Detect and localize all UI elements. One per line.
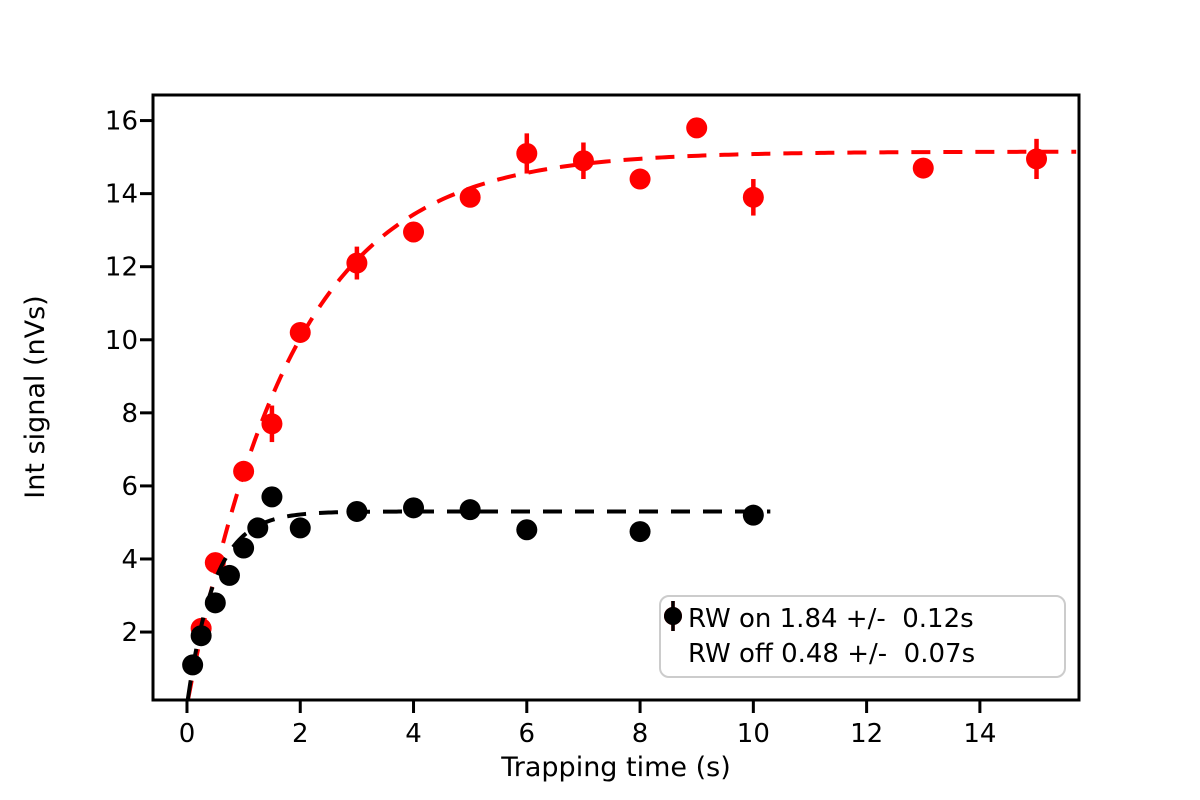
rw-off-data-point [182,654,204,676]
y-axis-label: Int signal (nVs) [20,295,51,498]
legend-label-rw-off: RW off 0.48 +/- 0.07s [688,639,976,669]
rw-on-data-point [686,117,708,139]
errorbar-marker-icon [664,601,682,631]
rw-off-data-point [247,517,269,539]
y-tick-label: 14 [105,180,138,210]
rw-off-data-point [629,521,651,543]
rw-on-data-point [261,413,283,435]
rw-off-data-point [459,499,481,521]
rw-on-data-point [572,150,594,172]
x-tick-label: 2 [292,719,309,749]
rw-off-data-point [403,497,425,519]
rw-off-data-point [218,564,240,586]
rw-off-data-point [289,517,311,539]
x-tick-label: 0 [179,719,196,749]
rw-on-data-point [629,168,651,190]
rw-on-data-point [289,321,311,343]
y-tick-label: 16 [105,107,138,137]
rw-on-data-point [346,252,368,274]
y-tick-label: 10 [105,326,138,356]
rw-off-data-point [516,519,538,541]
y-tick-label: 6 [121,472,138,502]
rw-on-data-point [516,142,538,164]
legend: RW on 1.84 +/- 0.12s RW off 0.48 +/- 0.0… [659,595,1066,678]
rw-off-data-point [346,500,368,522]
rw-on-data-point [1026,148,1048,170]
rw-off-data-point [190,625,212,647]
x-axis-label: Trapping time (s) [500,752,731,783]
x-tick-label: 4 [405,719,422,749]
rw-on-fit-line [186,149,1077,700]
y-tick-label: 4 [121,545,138,575]
rw-on-data-point [912,157,934,179]
legend-item-rw-on: RW on 1.84 +/- 0.12s [664,601,1064,634]
rw-on-data-point [233,460,255,482]
y-tick-label: 2 [121,618,138,648]
rw-on-data-point [742,186,764,208]
legend-item-rw-off: RW off 0.48 +/- 0.07s [664,601,1064,669]
legend-label-rw-on: RW on 1.84 +/- 0.12s [688,604,974,634]
rw-on-data-point [403,221,425,243]
x-tick-label: 8 [632,719,649,749]
x-tick-label: 14 [963,719,996,749]
x-tick-label: 10 [737,719,770,749]
rw-off-data-point [233,537,255,559]
rw-off-data-point [742,504,764,526]
y-tick-label: 12 [105,253,138,283]
rw-off-data-point [261,486,283,508]
plot-frame [151,93,1081,702]
rw-on-data-point [459,186,481,208]
x-tick-label: 6 [519,719,536,749]
x-tick-label: 12 [850,719,883,749]
rw-off-data-point [204,592,226,614]
y-tick-label: 8 [121,399,138,429]
